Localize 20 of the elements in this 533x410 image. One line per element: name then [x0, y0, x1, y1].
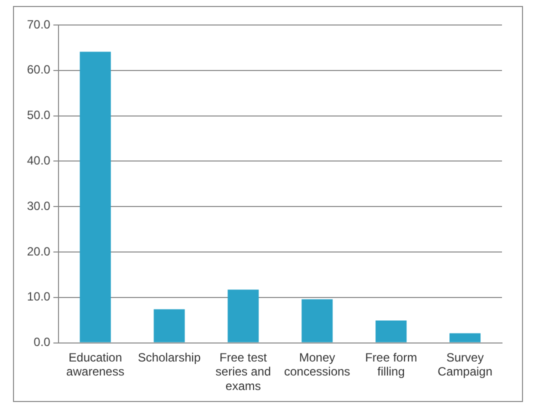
bar	[376, 320, 407, 342]
x-tick-label: Free test series and exams	[216, 350, 271, 394]
y-tick-label: 40.0	[26, 154, 51, 168]
x-tick-label: Scholarship	[138, 350, 201, 364]
y-tick-label: 50.0	[26, 108, 51, 122]
bar	[450, 333, 481, 342]
x-tick-label: Free form filling	[365, 350, 418, 379]
y-tick-label: 30.0	[26, 198, 51, 213]
y-tick-label: 10.0	[26, 290, 51, 304]
y-tick-label: 20.0	[26, 244, 51, 258]
y-tick-label: 0.0	[34, 335, 51, 350]
bar	[302, 299, 333, 342]
bar	[154, 309, 185, 342]
x-tick-label: Education awareness	[66, 350, 124, 379]
y-tick-label: 60.0	[26, 62, 51, 77]
x-tick-label: Money concessions	[284, 350, 350, 379]
x-tick-label: Survey Campaign	[438, 350, 492, 379]
y-tick-label: 70.0	[26, 17, 51, 32]
bar	[228, 290, 259, 342]
bar	[80, 52, 111, 342]
